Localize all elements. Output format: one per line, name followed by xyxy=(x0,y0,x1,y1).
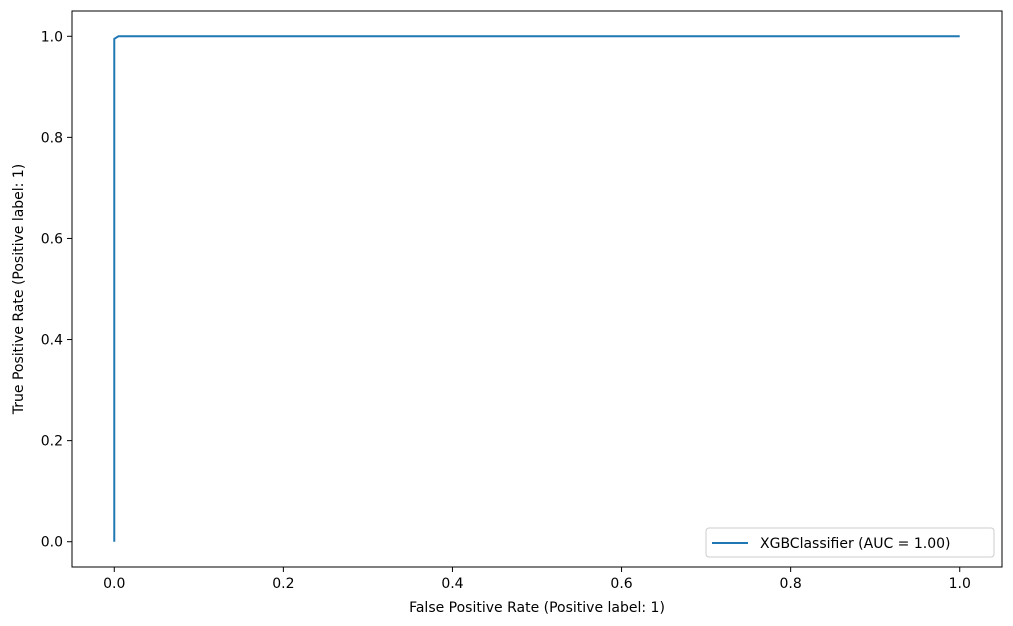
x-tick-label: 0.0 xyxy=(103,576,125,592)
x-axis-label: False Positive Rate (Positive label: 1) xyxy=(409,600,665,616)
legend-label: XGBClassifier (AUC = 1.00) xyxy=(760,536,950,552)
x-tick-label: 0.4 xyxy=(441,576,463,592)
x-axis-ticks: 0.0 0.2 0.4 0.6 0.8 1.0 xyxy=(103,567,971,592)
y-tick-label: 0.0 xyxy=(41,535,63,551)
legend-box xyxy=(705,527,995,558)
plot-area xyxy=(113,35,960,542)
x-tick-label: 0.8 xyxy=(780,576,802,592)
roc-curve-line xyxy=(113,35,960,542)
y-tick-label: 0.4 xyxy=(41,333,63,349)
x-tick-label: 1.0 xyxy=(949,576,971,592)
y-axis-label: True Positive Rate (Positive label: 1) xyxy=(11,164,27,415)
x-tick-label: 0.6 xyxy=(610,576,632,592)
y-tick-label: 1.0 xyxy=(41,29,63,45)
y-tick-label: 0.2 xyxy=(41,434,63,450)
legend: XGBClassifier (AUC = 1.00) xyxy=(705,527,995,558)
x-tick-label: 0.2 xyxy=(272,576,294,592)
y-tick-label: 0.6 xyxy=(41,231,63,247)
y-tick-label: 0.8 xyxy=(41,130,63,146)
y-axis-ticks: 0.0 0.2 0.4 0.6 0.8 1.0 xyxy=(41,29,72,551)
axes-frame xyxy=(71,10,1003,568)
